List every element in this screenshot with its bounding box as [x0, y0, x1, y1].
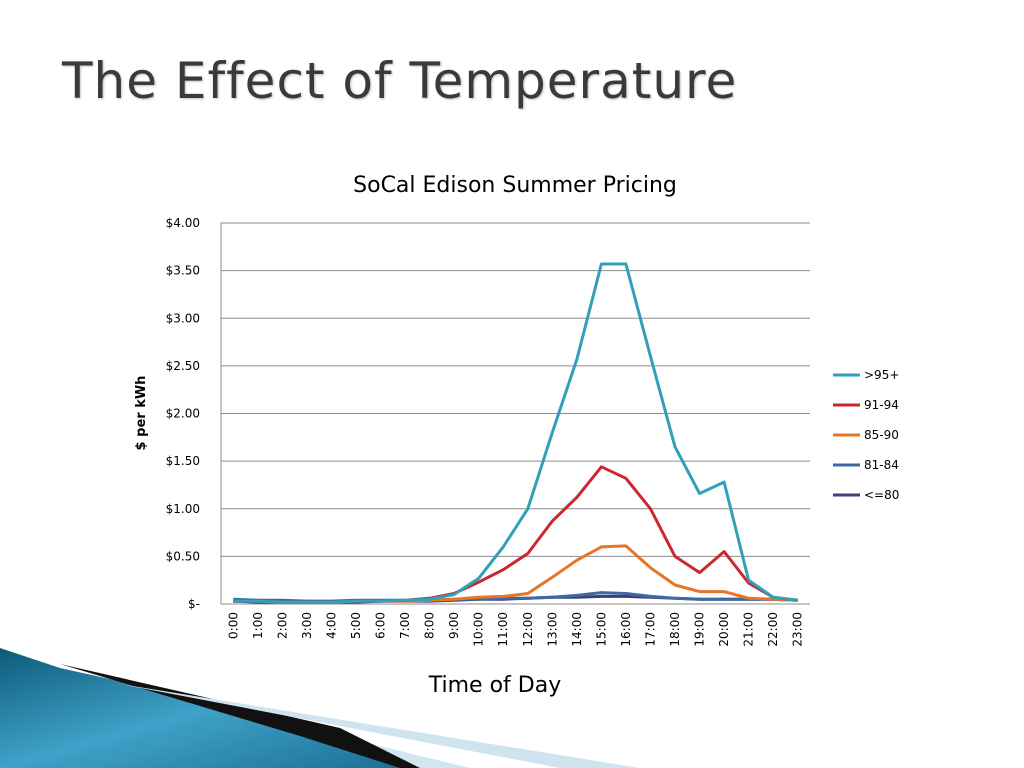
legend-label: 85-90 — [864, 428, 899, 442]
y-axis-title: $ per kWh — [134, 376, 149, 451]
x-tick-label: 10:00 — [472, 612, 486, 647]
x-tick-label: 3:00 — [300, 612, 314, 639]
legend-label: 81-84 — [864, 458, 899, 472]
x-tick-label: 22:00 — [766, 612, 780, 647]
x-tick-label: 2:00 — [275, 612, 289, 639]
legend: >95+ 91-94 85-90 81-84 <=80 — [833, 368, 899, 502]
x-tick-label: 0:00 — [226, 612, 240, 639]
x-tick-label: 16:00 — [619, 612, 633, 647]
y-tick-label: $- — [188, 597, 200, 611]
chart-title: SoCal Edison Summer Pricing — [353, 173, 677, 198]
gridlines — [220, 222, 810, 605]
x-tick-label: 6:00 — [374, 612, 388, 639]
x-tick-label: 23:00 — [791, 612, 805, 647]
series-lines — [233, 262, 798, 604]
x-tick-label: 14:00 — [570, 612, 584, 647]
y-tick-label: $3.00 — [166, 311, 200, 325]
series-line — [233, 544, 798, 604]
corner-decoration — [0, 648, 640, 768]
x-tick-label: 7:00 — [398, 612, 412, 639]
legend-label: <=80 — [864, 488, 899, 502]
x-tick-label: 9:00 — [447, 612, 461, 639]
y-tick-label: $2.00 — [166, 407, 200, 421]
series-line — [233, 262, 798, 604]
y-tick-label: $1.50 — [166, 454, 200, 468]
y-tick-label: $2.50 — [166, 359, 200, 373]
y-axis-ticks: $- $0.50 $1.00 $1.50 $2.00 $2.50 $3.00 $3.50 $4.… — [166, 216, 200, 611]
x-tick-label: 15:00 — [594, 612, 608, 647]
x-tick-label: 11:00 — [496, 612, 510, 647]
x-axis-ticks: 0:00 1:00 2:00 3:00 4:00 5:00 6:00 7:00 8:00 9:00… — [226, 612, 804, 647]
y-tick-label: $3.50 — [166, 264, 200, 278]
y-tick-label: $1.00 — [166, 502, 200, 516]
x-tick-label: 4:00 — [324, 612, 338, 639]
slide-title: The Effect of Temperature — [62, 52, 738, 110]
x-tick-label: 12:00 — [521, 612, 535, 647]
x-tick-label: 21:00 — [742, 612, 756, 647]
y-tick-label: $4.00 — [166, 216, 200, 230]
legend-label: 91-94 — [864, 398, 899, 412]
x-tick-label: 5:00 — [349, 612, 363, 639]
x-tick-label: 19:00 — [693, 612, 707, 647]
y-tick-label: $0.50 — [166, 549, 200, 563]
x-tick-label: 17:00 — [643, 612, 657, 647]
x-tick-label: 13:00 — [545, 612, 559, 647]
x-tick-label: 20:00 — [717, 612, 731, 647]
legend-label: >95+ — [864, 368, 899, 382]
x-axis-title: Time of Day — [428, 673, 561, 698]
x-tick-label: 18:00 — [668, 612, 682, 647]
x-tick-label: 8:00 — [423, 612, 437, 639]
x-tick-label: 1:00 — [251, 612, 265, 639]
